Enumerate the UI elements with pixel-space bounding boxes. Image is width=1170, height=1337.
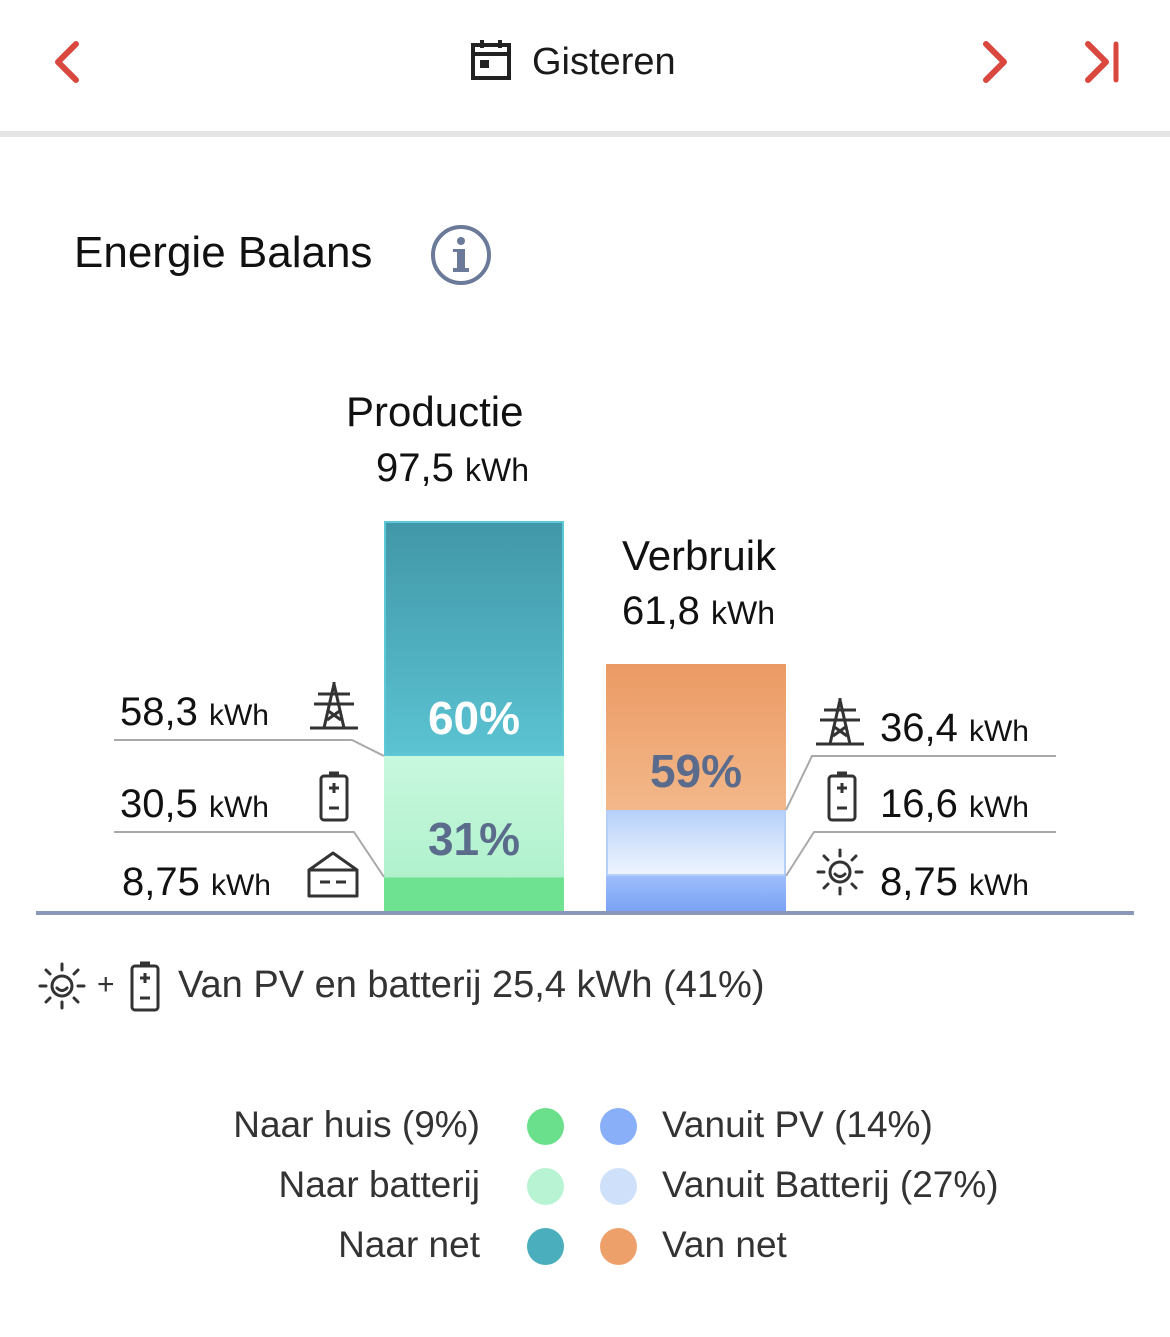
legend-dot-to-grid (527, 1228, 564, 1265)
production-unit: kWh (464, 452, 529, 488)
date-selector[interactable]: Gisteren (470, 36, 676, 88)
info-icon[interactable] (430, 224, 492, 291)
house-icon (306, 850, 360, 903)
consumption-total: 61,8 kWh (622, 589, 775, 634)
production-total: 97,5 kWh (376, 446, 529, 491)
sun-icon (816, 848, 864, 901)
section-title: Energie Balans (74, 228, 373, 277)
production-segment-to-battery: 31% (384, 756, 564, 877)
battery-icon (318, 770, 350, 827)
consumption-segment-from-grid: 59% (606, 664, 786, 810)
legend-dot-from-pv (600, 1108, 637, 1145)
legend-label-to-house: Naar huis (9%) (233, 1104, 480, 1145)
consumption-grid-value: 36,4 kWh (880, 706, 1029, 750)
production-house-value: 8,75 kWh (122, 860, 271, 904)
sun-icon (38, 962, 86, 1015)
production-battery-value: 30,5 kWh (120, 782, 269, 826)
legend-label-from-grid: Van net (662, 1224, 787, 1265)
consumption-grid-pct: 59% (649, 745, 743, 797)
production-grid-value: 58,3 kWh (120, 690, 269, 734)
consumption-battery-value: 16,6 kWh (880, 782, 1029, 826)
chevron-right-icon[interactable] (976, 40, 1016, 84)
battery-icon (826, 770, 858, 827)
consumption-segment-from-pv (606, 876, 786, 911)
legend-label-to-battery: Naar batterij (278, 1164, 480, 1205)
date-title: Gisteren (532, 40, 676, 83)
production-grid-pct: 60% (427, 692, 521, 744)
consumption-pv-value: 8,75 kWh (880, 860, 1029, 904)
legend-dot-from-battery (600, 1168, 637, 1205)
power-pylon-icon (308, 680, 360, 735)
production-battery-pct: 31% (427, 813, 521, 865)
consumption-unit: kWh (710, 595, 775, 631)
summary-plus: + (97, 968, 115, 1001)
production-segment-to-house (384, 877, 564, 912)
chart-baseline (36, 911, 1134, 915)
legend-dot-from-grid (600, 1228, 637, 1265)
header-bar: Gisteren (0, 0, 1170, 132)
consumption-value: 61,8 (622, 589, 700, 633)
production-bar: 60% 31% (384, 521, 564, 912)
header-divider (0, 131, 1170, 137)
consumption-bar: 59% (606, 664, 786, 911)
legend-label-from-battery: Vanuit Batterij (27%) (662, 1164, 999, 1205)
production-value: 97,5 (376, 446, 454, 490)
production-label: Productie (346, 388, 524, 435)
skip-to-end-icon[interactable] (1082, 40, 1126, 84)
power-pylon-icon (814, 696, 866, 751)
summary-text: Van PV en batterij 25,4 kWh (41%) (178, 964, 765, 1006)
chevron-left-icon[interactable] (50, 40, 90, 84)
legend-dot-to-battery (527, 1168, 564, 1205)
battery-icon (129, 960, 161, 1017)
legend-dot-to-house (527, 1108, 564, 1145)
legend-label-to-grid: Naar net (338, 1224, 480, 1265)
calendar-icon (470, 39, 512, 86)
consumption-label: Verbruik (622, 532, 777, 579)
legend-label-from-pv: Vanuit PV (14%) (662, 1104, 933, 1145)
production-segment-to-grid: 60% (384, 521, 564, 756)
consumption-segment-from-battery (606, 810, 786, 876)
